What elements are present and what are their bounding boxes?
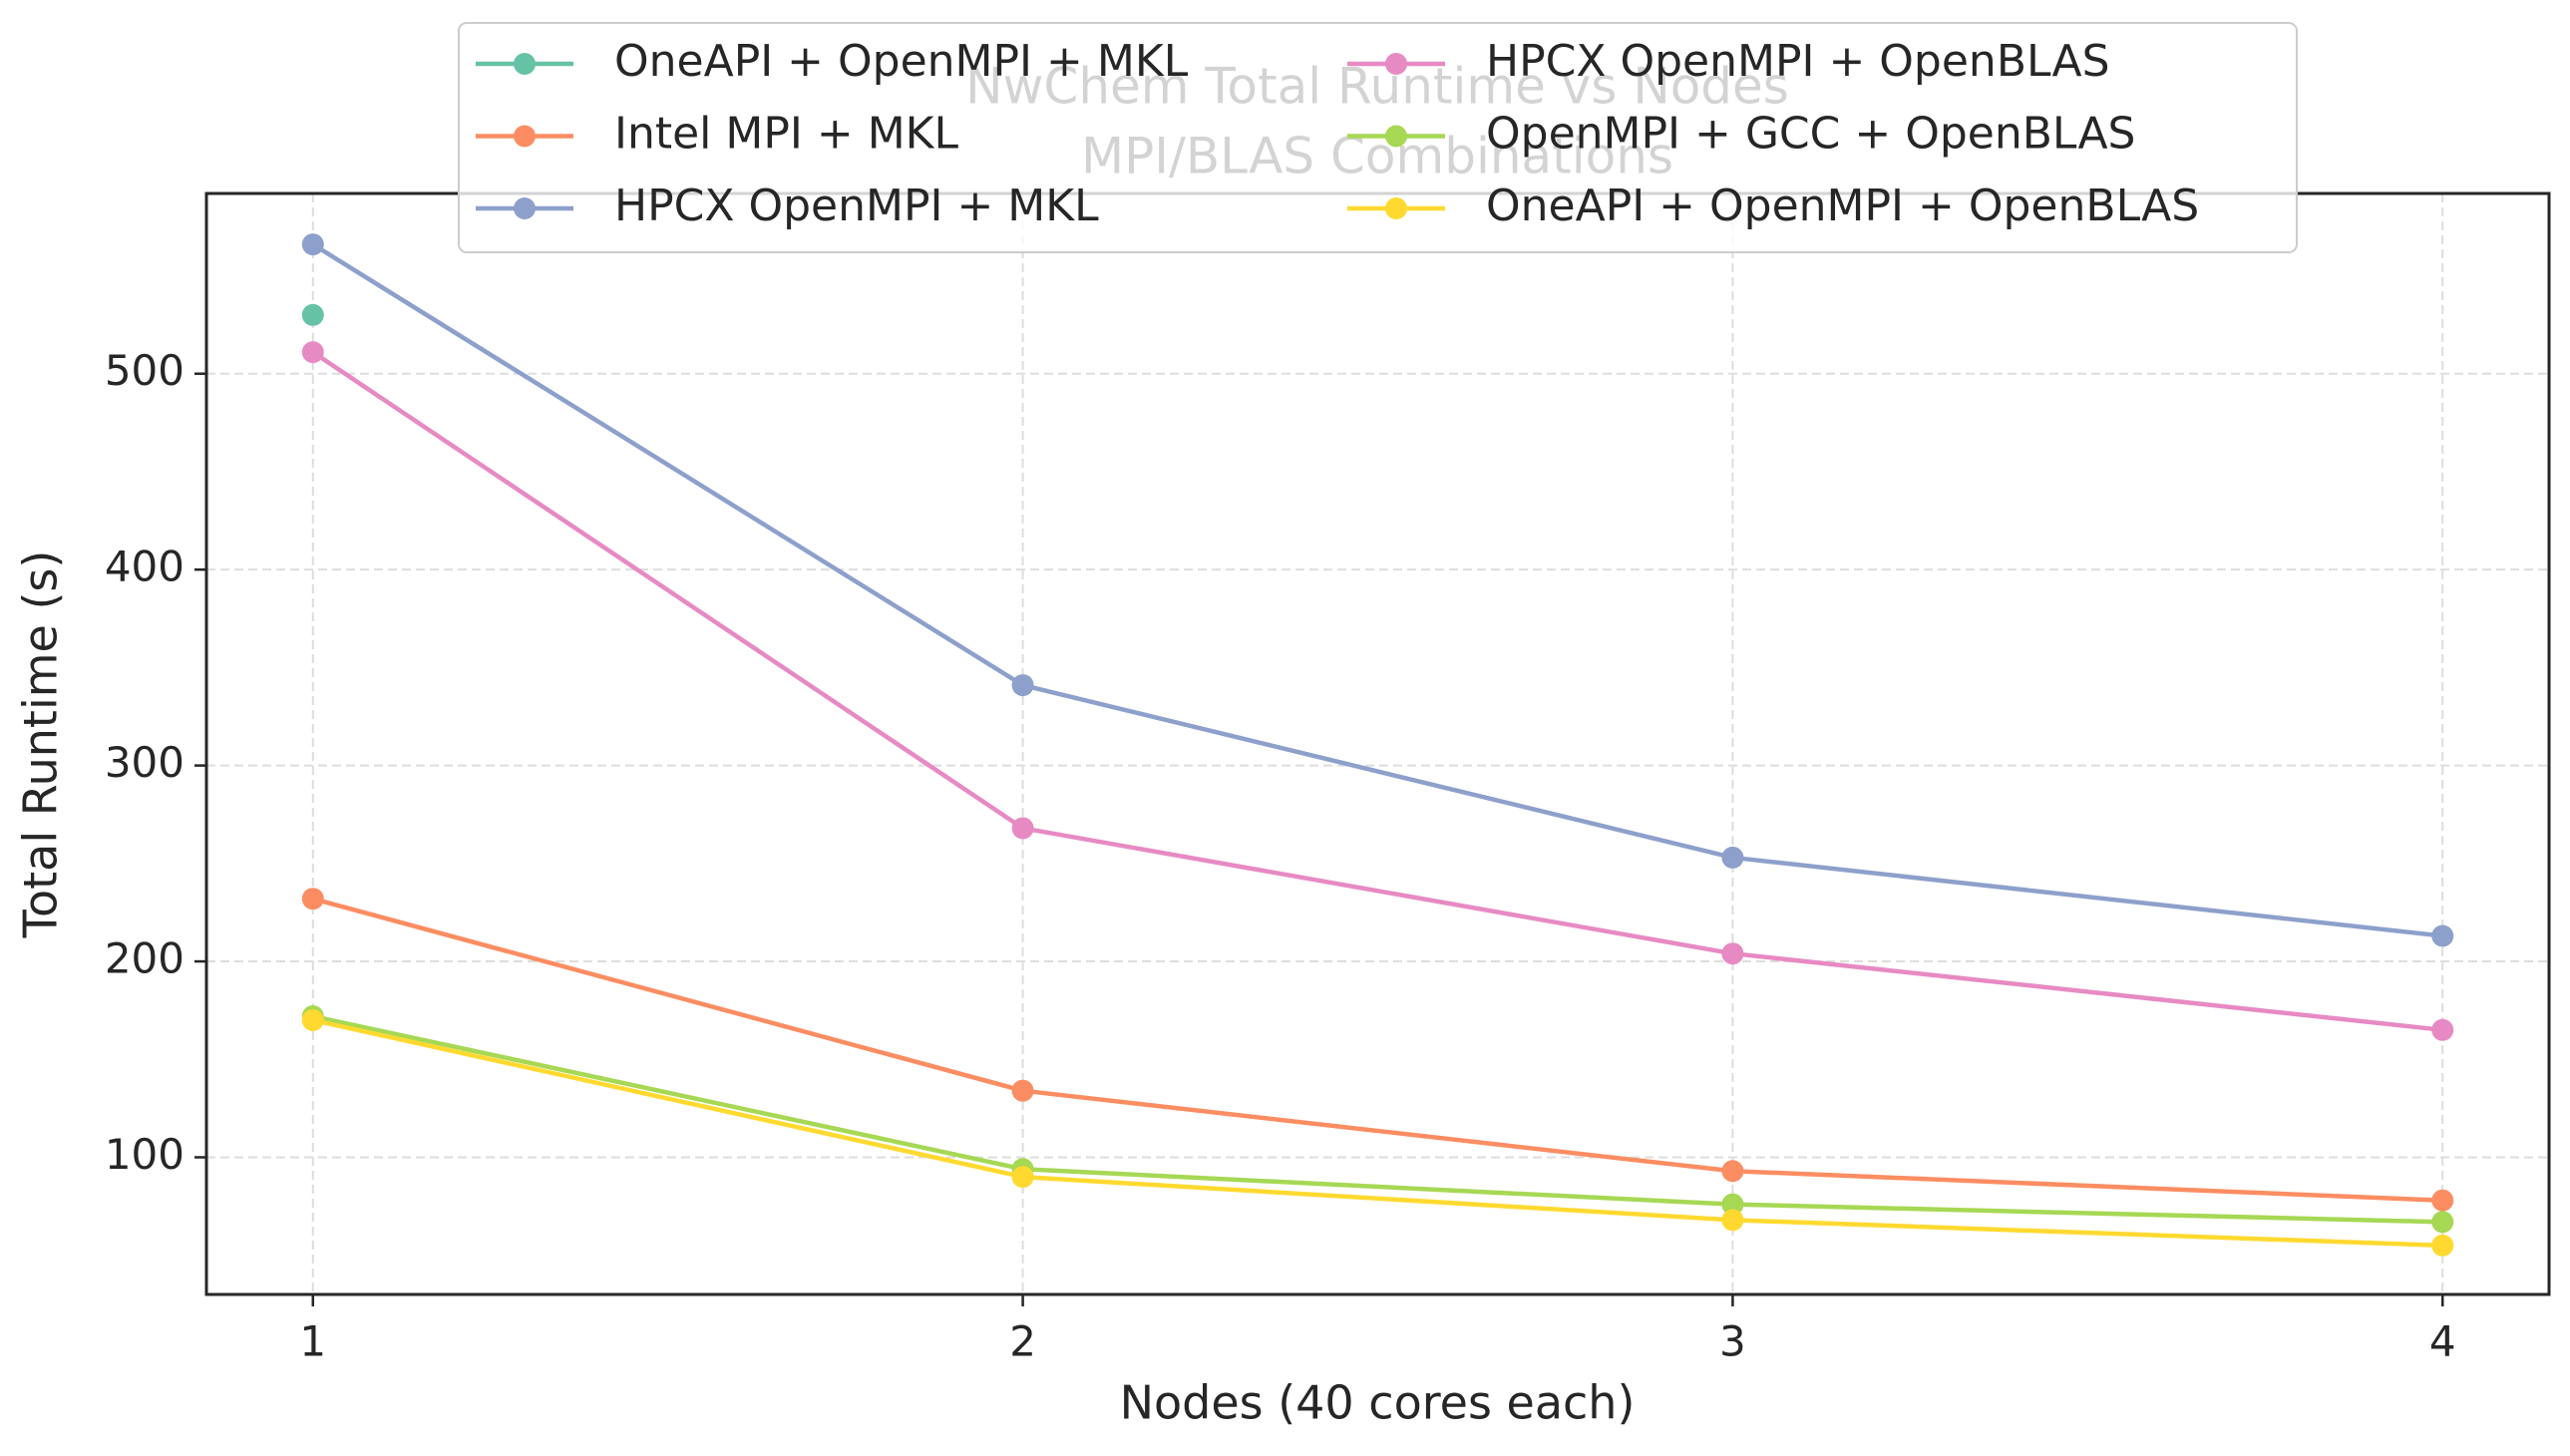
point — [301, 888, 324, 910]
y-tick-label: 500 — [105, 346, 184, 395]
series-line — [312, 1013, 2443, 1225]
y-tick-label: 200 — [105, 934, 184, 983]
x-tick-label: 2 — [1009, 1317, 1036, 1366]
legend-marker — [514, 125, 536, 148]
legend-label: HPCX OpenMPI + MKL — [614, 181, 1099, 231]
point — [2431, 1211, 2454, 1234]
point — [1721, 846, 1744, 869]
series-line — [311, 242, 2443, 938]
y-tick-label: 400 — [105, 543, 184, 591]
point — [2431, 1189, 2454, 1212]
legend-marker — [514, 197, 536, 219]
point — [1011, 817, 1034, 840]
x-tick-label: 1 — [299, 1317, 326, 1366]
point — [301, 341, 324, 364]
point — [2431, 1234, 2454, 1257]
legend-marker — [514, 53, 536, 75]
legend-label: Intel MPI + MKL — [614, 109, 959, 160]
point — [1721, 1193, 1744, 1216]
y-tick-label: 100 — [105, 1130, 184, 1179]
point — [1011, 674, 1034, 697]
legend-label: OpenMPI + GCC + OpenBLAS — [1486, 109, 2135, 160]
point — [2431, 924, 2454, 947]
legend: OneAPI + OpenMPI + MKL Intel MPI + MKL HPC… — [458, 22, 2298, 253]
point — [2431, 1018, 2454, 1041]
point — [1011, 1079, 1034, 1102]
legend-marker — [1385, 197, 1407, 219]
legend-marker — [1385, 125, 1407, 148]
series-line — [311, 350, 2443, 1033]
point — [1721, 942, 1744, 965]
point — [301, 1008, 324, 1031]
point — [1011, 1166, 1034, 1189]
legend-marker — [1385, 53, 1407, 75]
x-tick-label: 4 — [2429, 1317, 2456, 1366]
series-line — [312, 1017, 2443, 1249]
y-axis-label: Total Runtime (s) — [14, 550, 68, 939]
legend-label: OneAPI + OpenMPI + OpenBLAS — [1486, 181, 2199, 231]
legend-label: OneAPI + OpenMPI + MKL — [614, 36, 1189, 87]
legend-label: HPCX OpenMPI + OpenBLAS — [1486, 36, 2110, 87]
point — [1721, 1209, 1744, 1232]
x-tick-label: 3 — [1719, 1317, 1746, 1366]
point — [301, 233, 324, 256]
point — [1721, 1160, 1744, 1183]
series-line — [312, 897, 2443, 1203]
y-tick-label: 300 — [105, 738, 184, 787]
x-axis-label: Nodes (40 cores each) — [1120, 1376, 1636, 1430]
point — [301, 303, 324, 326]
